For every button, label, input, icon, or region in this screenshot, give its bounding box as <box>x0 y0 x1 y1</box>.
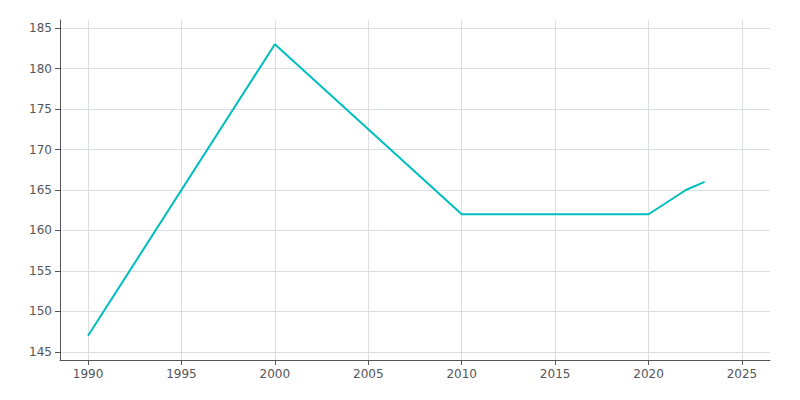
svg-text:2025: 2025 <box>727 367 758 381</box>
svg-text:2000: 2000 <box>260 367 291 381</box>
svg-text:165: 165 <box>29 183 52 197</box>
svg-text:2010: 2010 <box>446 367 477 381</box>
svg-text:1995: 1995 <box>166 367 197 381</box>
svg-text:160: 160 <box>29 223 52 237</box>
svg-text:1990: 1990 <box>73 367 104 381</box>
svg-text:170: 170 <box>29 143 52 157</box>
svg-text:150: 150 <box>29 304 52 318</box>
svg-text:2020: 2020 <box>633 367 664 381</box>
svg-text:145: 145 <box>29 345 52 359</box>
svg-text:185: 185 <box>29 21 52 35</box>
svg-text:180: 180 <box>29 62 52 76</box>
svg-text:2005: 2005 <box>353 367 384 381</box>
svg-text:175: 175 <box>29 102 52 116</box>
svg-text:2015: 2015 <box>540 367 571 381</box>
svg-text:155: 155 <box>29 264 52 278</box>
